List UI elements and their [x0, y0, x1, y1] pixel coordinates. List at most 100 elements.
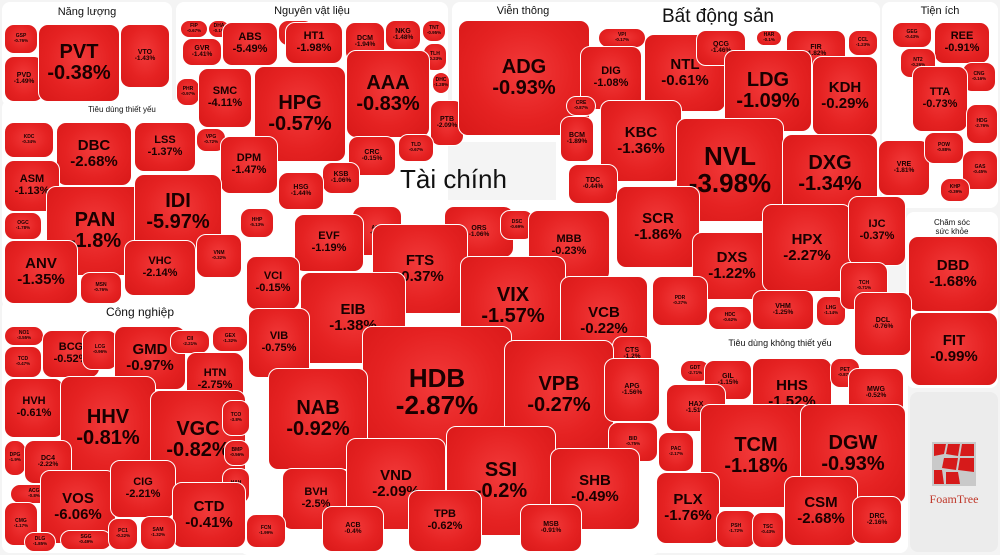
stock-cell-tta[interactable]: TTA -0.73%	[912, 66, 968, 132]
stock-cell-tco[interactable]: TCO -3.8%	[222, 400, 250, 436]
stock-ticker: TLD	[411, 142, 421, 149]
stock-cell-pac[interactable]: PAC -2.17%	[658, 432, 694, 472]
stock-cell-ree[interactable]: REE -0.91%	[934, 22, 990, 64]
stock-cell-ksb[interactable]: KSB -1.06%	[322, 162, 360, 194]
stock-cell-hdg[interactable]: HDG -2.76%	[966, 104, 998, 144]
stock-cell-qcg[interactable]: QCG -1.46%	[696, 30, 746, 66]
stock-ticker: HSG	[293, 183, 309, 191]
stock-cell-csm[interactable]: CSM -2.68%	[784, 476, 858, 546]
stock-cell-vhc[interactable]: VHC -2.14%	[124, 240, 196, 296]
stock-cell-vib[interactable]: VIB -0.75%	[248, 308, 310, 378]
stock-cell-hpx[interactable]: HPX -2.27%	[762, 204, 852, 292]
stock-cell-tpb[interactable]: TPB -0.62%	[408, 490, 482, 552]
stock-cell-dcl[interactable]: DCL -0.76%	[854, 292, 912, 356]
stock-cell-plx[interactable]: PLX -1.76%	[656, 472, 720, 544]
stock-cell-msb[interactable]: MSB -0.91%	[520, 504, 582, 552]
stock-cell-vnm[interactable]: VNM -0.32%	[196, 234, 242, 278]
stock-change: -1.81%	[893, 167, 915, 175]
stock-cell-tld[interactable]: TLD -0.67%	[398, 134, 434, 162]
stock-cell-hpg[interactable]: HPG -0.57%	[254, 66, 346, 162]
stock-cell-dpg[interactable]: DPG -1.9%	[4, 440, 26, 476]
stock-cell-bmp[interactable]: BMP -0.56%	[224, 440, 250, 466]
stock-cell-har[interactable]: HAR -0.1%	[756, 30, 782, 46]
stock-cell-cig[interactable]: CIG -2.21%	[110, 460, 176, 518]
stock-cell-abs[interactable]: ABS -5.49%	[222, 22, 278, 66]
stock-cell-hhv[interactable]: HHV -0.81%	[60, 376, 156, 480]
stock-cell-vix[interactable]: VIX -1.57%	[460, 256, 566, 356]
stock-cell-pdr[interactable]: PDR -0.27%	[652, 276, 708, 326]
stock-cell-fit[interactable]: FIT -0.99%	[910, 312, 998, 386]
stock-cell-gvr[interactable]: GVR -1.41%	[182, 38, 222, 66]
stock-cell-kdh[interactable]: KDH -0.29%	[812, 56, 878, 136]
stock-cell-sgg[interactable]: SGG -0.49%	[60, 530, 112, 550]
stock-cell-vto[interactable]: VTO -1.43%	[120, 24, 170, 88]
stock-cell-smc[interactable]: SMC -4.11%	[198, 68, 252, 128]
stock-change: -2.68%	[797, 510, 845, 527]
stock-cell-tsc[interactable]: TSC -0.43%	[752, 512, 784, 548]
stock-ticker: CTS	[625, 346, 639, 354]
stock-cell-msn[interactable]: MSN -0.76%	[80, 272, 122, 304]
stock-cell-gil[interactable]: GIL -1.15%	[704, 360, 752, 400]
stock-cell-fip[interactable]: FIP -0.67%	[180, 20, 208, 38]
stock-cell-ctd[interactable]: CTD -0.41%	[172, 482, 246, 548]
stock-change: -0.93%	[492, 77, 556, 99]
stock-ticker: ACB	[345, 521, 361, 529]
stock-cell-geg[interactable]: GEG -0.43%	[892, 22, 932, 48]
stock-cell-no1[interactable]: NO1 -3.55%	[4, 326, 44, 346]
group-label-nguyen-vat-lieu: Nguyên vật liệu	[274, 5, 350, 17]
stock-cell-cii[interactable]: CII -2.21%	[170, 330, 210, 354]
stock-cell-gex[interactable]: GEX -1.32%	[212, 326, 248, 352]
stock-cell-kdc[interactable]: KDC -0.34%	[4, 122, 54, 158]
stock-cell-fcn[interactable]: FCN -1.99%	[246, 514, 286, 548]
stock-cell-tcd[interactable]: TCD -0.47%	[4, 346, 42, 378]
stock-cell-vpi[interactable]: VPI -0.17%	[598, 28, 646, 48]
stock-cell-apg[interactable]: APG -1.56%	[604, 358, 660, 422]
stock-cell-tnt[interactable]: TNT -0.95%	[422, 20, 446, 42]
stock-cell-ccl[interactable]: CCL -1.23%	[848, 30, 878, 56]
stock-cell-tdc[interactable]: TDC -0.44%	[568, 164, 618, 204]
stock-cell-pc1[interactable]: PC1 -0.22%	[108, 518, 138, 550]
stock-cell-pvt[interactable]: PVT -0.38%	[38, 24, 120, 102]
stock-cell-vre[interactable]: VRE -1.81%	[878, 140, 930, 196]
stock-cell-evf[interactable]: EVF -1.19%	[294, 214, 364, 272]
stock-cell-vhm[interactable]: VHM -1.25%	[752, 290, 814, 330]
stock-cell-hdb[interactable]: HDB -2.87%	[362, 326, 512, 458]
stock-cell-hsg[interactable]: HSG -1.44%	[278, 172, 324, 210]
stock-change: -1.48%	[392, 34, 414, 42]
stock-cell-pow[interactable]: POW -0.88%	[924, 132, 964, 164]
stock-ticker: EVF	[318, 230, 340, 243]
stock-cell-ijc[interactable]: IJC -0.37%	[848, 196, 906, 266]
stock-cell-dbd[interactable]: DBD -1.68%	[908, 236, 998, 312]
stock-cell-dpm[interactable]: DPM -1.47%	[220, 136, 278, 194]
stock-cell-nkg[interactable]: NKG -1.48%	[385, 20, 421, 50]
stock-cell-ht1[interactable]: HT1 -1.98%	[285, 22, 343, 64]
stock-cell-anv[interactable]: ANV -1.35%	[4, 240, 78, 304]
stock-cell-drc[interactable]: DRC -2.16%	[852, 496, 902, 544]
stock-cell-hvh[interactable]: HVH -0.61%	[4, 378, 64, 438]
stock-change: -0.49%	[571, 488, 619, 505]
stock-cell-dhc[interactable]: DHC -1.28%	[432, 72, 450, 94]
stock-cell-shb[interactable]: SHB -0.49%	[550, 448, 640, 530]
stock-ticker: DPM	[236, 152, 262, 165]
stock-cell-acb[interactable]: ACB -0.4%	[322, 506, 384, 552]
stock-cell-phr[interactable]: PHR -0.97%	[176, 78, 200, 106]
stock-cell-gsp[interactable]: GSP -0.76%	[4, 24, 38, 54]
stock-cell-khp[interactable]: KHP -0.39%	[940, 178, 970, 202]
stock-cell-scr[interactable]: SCR -1.86%	[616, 186, 700, 268]
stock-change: -1.15%	[717, 379, 739, 387]
stock-cell-dbc[interactable]: DBC -2.68%	[56, 122, 132, 186]
stock-cell-hdc[interactable]: HDC -0.62%	[708, 306, 752, 330]
stock-cell-lcg[interactable]: LCG -0.96%	[82, 330, 118, 370]
stock-cell-ogc[interactable]: OGC -1.78%	[4, 212, 42, 240]
stock-cell-lss[interactable]: LSS -1.37%	[134, 122, 196, 172]
stock-cell-bcm[interactable]: BCM -1.89%	[560, 116, 594, 162]
stock-cell-dlg[interactable]: DLG -1.85%	[24, 532, 56, 552]
stock-cell-hhp[interactable]: HHP -5.13%	[240, 208, 274, 238]
foamtree-logo[interactable]: FoamTree	[910, 392, 998, 552]
stock-cell-dxg[interactable]: DXG -1.34%	[782, 134, 878, 214]
stock-cell-psh[interactable]: PSH -1.72%	[716, 510, 756, 548]
stock-cell-vci[interactable]: VCI -0.15%	[246, 256, 300, 310]
stock-cell-cre[interactable]: CRE -0.87%	[566, 96, 596, 116]
stock-cell-sam[interactable]: SAM -1.32%	[140, 516, 176, 550]
stock-cell-aaa[interactable]: AAA -0.83%	[346, 50, 430, 138]
